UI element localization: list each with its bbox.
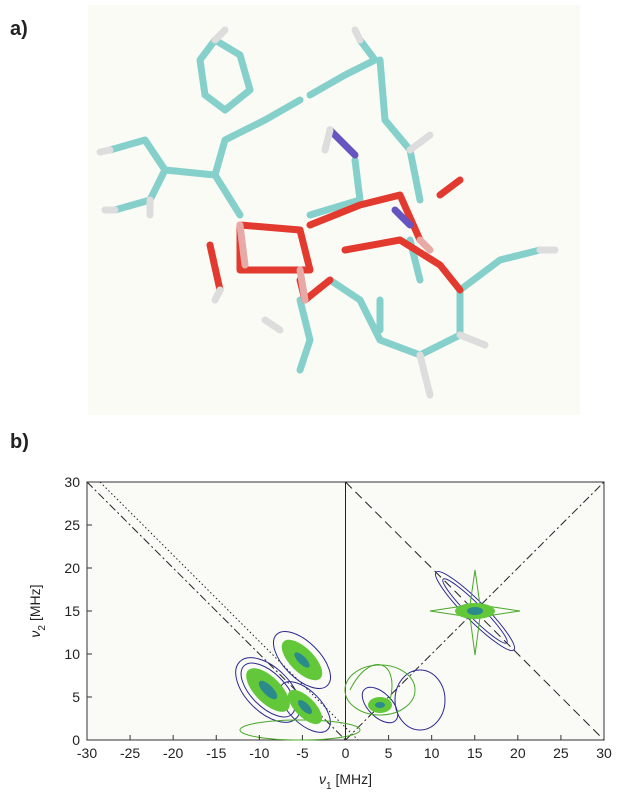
panel-label: a) (10, 18, 28, 40)
x-tick-label: 25 (553, 745, 569, 761)
y-tick-label: 30 (64, 474, 80, 490)
molecule (88, 5, 580, 415)
panel-label: b) (10, 431, 29, 453)
y-tick-label: 5 (72, 689, 80, 705)
x-tick-label: -15 (206, 745, 226, 761)
y-axis-label: ν2 [MHz] (27, 584, 48, 637)
axis-subscript: 1 (326, 781, 332, 792)
y-tick-label: 25 (64, 517, 80, 533)
x-tick-label: 30 (596, 745, 612, 761)
x-tick-label: -25 (120, 745, 140, 761)
x-axis-label: ν1 [MHz] (319, 771, 372, 792)
axis-symbol: ν (319, 771, 326, 787)
x-tick-label: 0 (342, 745, 350, 761)
x-tick-label: 20 (510, 745, 526, 761)
x-tick-label: 5 (385, 745, 393, 761)
x-tick-label: -20 (163, 745, 183, 761)
x-tick-label: 10 (424, 745, 440, 761)
figure: a) b) (0, 0, 621, 798)
axis-unit: [MHz] (27, 584, 43, 621)
y-tick-label: 15 (64, 603, 80, 619)
axis-symbol: ν (27, 631, 43, 638)
axis-unit: [MHz] (336, 771, 373, 787)
axis-subscript: 2 (37, 625, 48, 631)
x-tick-label: -10 (249, 745, 269, 761)
y-tick-label: 10 (64, 646, 80, 662)
x-tick-label: 15 (467, 745, 483, 761)
y-tick-label: 0 (72, 732, 80, 748)
x-tick-label: -5 (296, 745, 309, 761)
y-tick-label: 20 (64, 560, 80, 576)
